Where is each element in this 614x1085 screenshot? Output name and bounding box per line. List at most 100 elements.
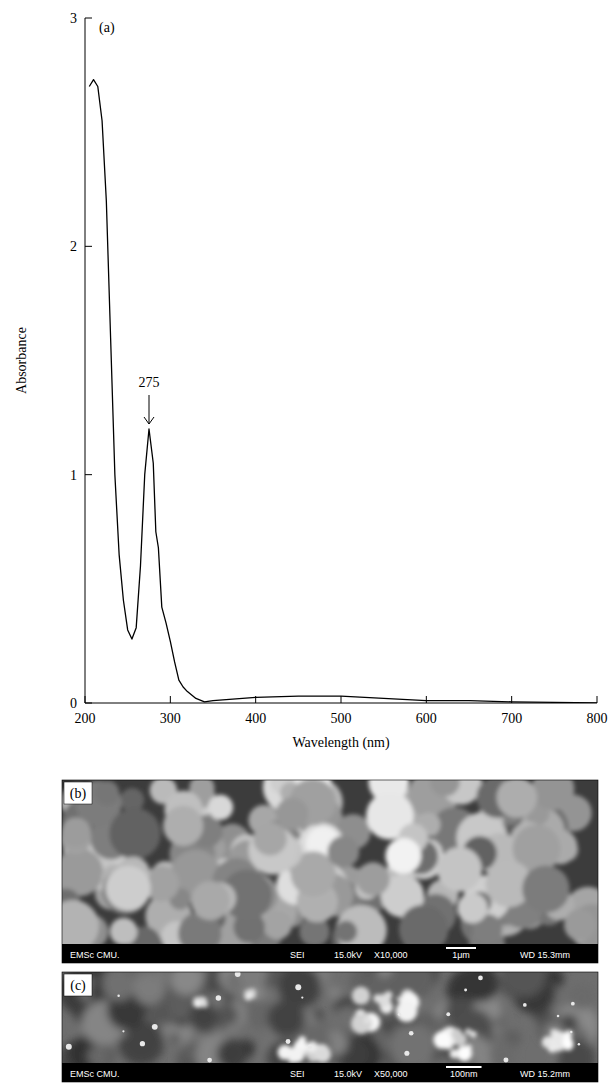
annotations: 275	[139, 375, 160, 424]
texture-blob	[103, 972, 135, 1001]
x-tick	[341, 696, 342, 703]
particle	[62, 900, 99, 944]
particle	[564, 909, 596, 941]
panel-label: (c)	[70, 978, 86, 994]
annotation-arrow	[149, 395, 150, 424]
y-tick-label: 1	[70, 468, 77, 483]
y-tick	[85, 18, 92, 19]
axes: 0123200300400500600700800Wavelength (nm)…	[14, 11, 608, 751]
info-bar-text: X10,000	[374, 950, 408, 960]
bright-dot	[464, 989, 467, 992]
bright-dot	[207, 1058, 212, 1063]
panel-label: (a)	[99, 20, 115, 36]
particle	[110, 918, 138, 944]
info-bar-text: 15.0kV	[334, 950, 362, 960]
particle	[163, 806, 203, 846]
particle	[106, 866, 151, 911]
particle	[430, 780, 460, 796]
bright-spot	[194, 997, 199, 1002]
bright-dot	[216, 995, 221, 1000]
y-tick-label: 2	[70, 239, 77, 254]
bright-spot	[433, 1031, 451, 1049]
bright-spot	[288, 1046, 305, 1063]
bright-dot	[308, 1044, 313, 1049]
y-tick-label: 0	[70, 696, 77, 711]
sem-panel: (c)EMSc CMU.SEI15.0kVX50,000100nmWD 15.2…	[57, 952, 599, 1082]
particle	[276, 797, 309, 830]
bright-dot	[235, 972, 241, 977]
annotation-text: 275	[139, 375, 160, 390]
bright-spot	[351, 1013, 372, 1034]
bright-dot	[446, 1012, 450, 1016]
texture-blob	[155, 972, 169, 983]
bright-dot	[578, 1043, 581, 1046]
bright-clusters	[193, 987, 574, 1063]
info-bar-text: EMSc CMU.	[70, 950, 120, 960]
texture	[62, 972, 598, 1063]
plot-area	[89, 80, 597, 703]
x-tick-label: 700	[501, 711, 522, 726]
info-bar-text: EMSc CMU.	[70, 1069, 120, 1079]
particle	[336, 905, 387, 944]
particle	[335, 921, 357, 943]
particle	[95, 781, 119, 805]
particle	[191, 881, 230, 920]
texture-blob	[169, 1033, 181, 1045]
bright-dot	[122, 1030, 124, 1032]
texture-blob	[184, 1046, 196, 1058]
texture-blob	[171, 1007, 184, 1020]
texture-blob	[210, 995, 224, 1009]
bright-dot	[117, 994, 119, 996]
texture-blob	[226, 1023, 238, 1035]
particle	[457, 893, 487, 923]
particle	[532, 780, 575, 810]
x-tick-label: 500	[331, 711, 352, 726]
annotation-arrowhead	[144, 417, 154, 424]
bright-spot	[397, 997, 402, 1002]
sem-image	[62, 972, 598, 1063]
info-bar-text: X50,000	[374, 1069, 408, 1079]
texture-blob	[267, 1000, 305, 1038]
bright-spot	[201, 997, 207, 1003]
bright-dot	[295, 984, 301, 990]
texture-blob	[501, 972, 546, 998]
bright-spot	[562, 1038, 573, 1049]
bright-dot	[404, 1051, 409, 1056]
y-tick-label: 3	[70, 11, 77, 26]
bright-spot	[245, 990, 249, 994]
texture-blob	[237, 972, 268, 990]
particle	[208, 795, 233, 820]
particle	[263, 911, 292, 940]
info-bar-text: 100nm	[450, 1069, 478, 1079]
panel-frame	[62, 780, 598, 963]
bright-spot	[364, 1018, 369, 1023]
particle	[62, 818, 91, 848]
bright-dot	[286, 1039, 291, 1044]
particle	[522, 865, 569, 912]
bright-spot	[314, 1046, 331, 1063]
bright-dot	[523, 1003, 527, 1007]
texture-blob	[328, 987, 340, 999]
sem-panel: (b)EMSc CMU.SEI15.0kVX10,0001μmWD 15.3mm	[47, 761, 614, 963]
x-tick-label: 200	[75, 711, 96, 726]
x-tick	[170, 696, 171, 703]
panel-label-box	[64, 782, 92, 804]
x-tick-label: 600	[416, 711, 437, 726]
particle	[385, 838, 421, 874]
bright-dot	[409, 1031, 414, 1036]
info-bar	[62, 944, 598, 963]
texture-blob	[217, 1039, 248, 1063]
bright-spot	[251, 994, 255, 998]
bright-dot	[478, 976, 483, 981]
panel-label: (b)	[70, 786, 87, 802]
info-bar-text: WD 15.2mm	[520, 1069, 570, 1079]
y-tick	[85, 703, 92, 704]
y-tick	[85, 246, 92, 247]
particle	[437, 847, 482, 892]
bright-spot	[454, 1033, 467, 1046]
x-tick-label: 300	[160, 711, 181, 726]
info-bar-text: WD 15.3mm	[520, 950, 570, 960]
bright-dot	[570, 1031, 572, 1033]
particles	[62, 780, 598, 944]
panel-frame	[62, 972, 598, 1082]
